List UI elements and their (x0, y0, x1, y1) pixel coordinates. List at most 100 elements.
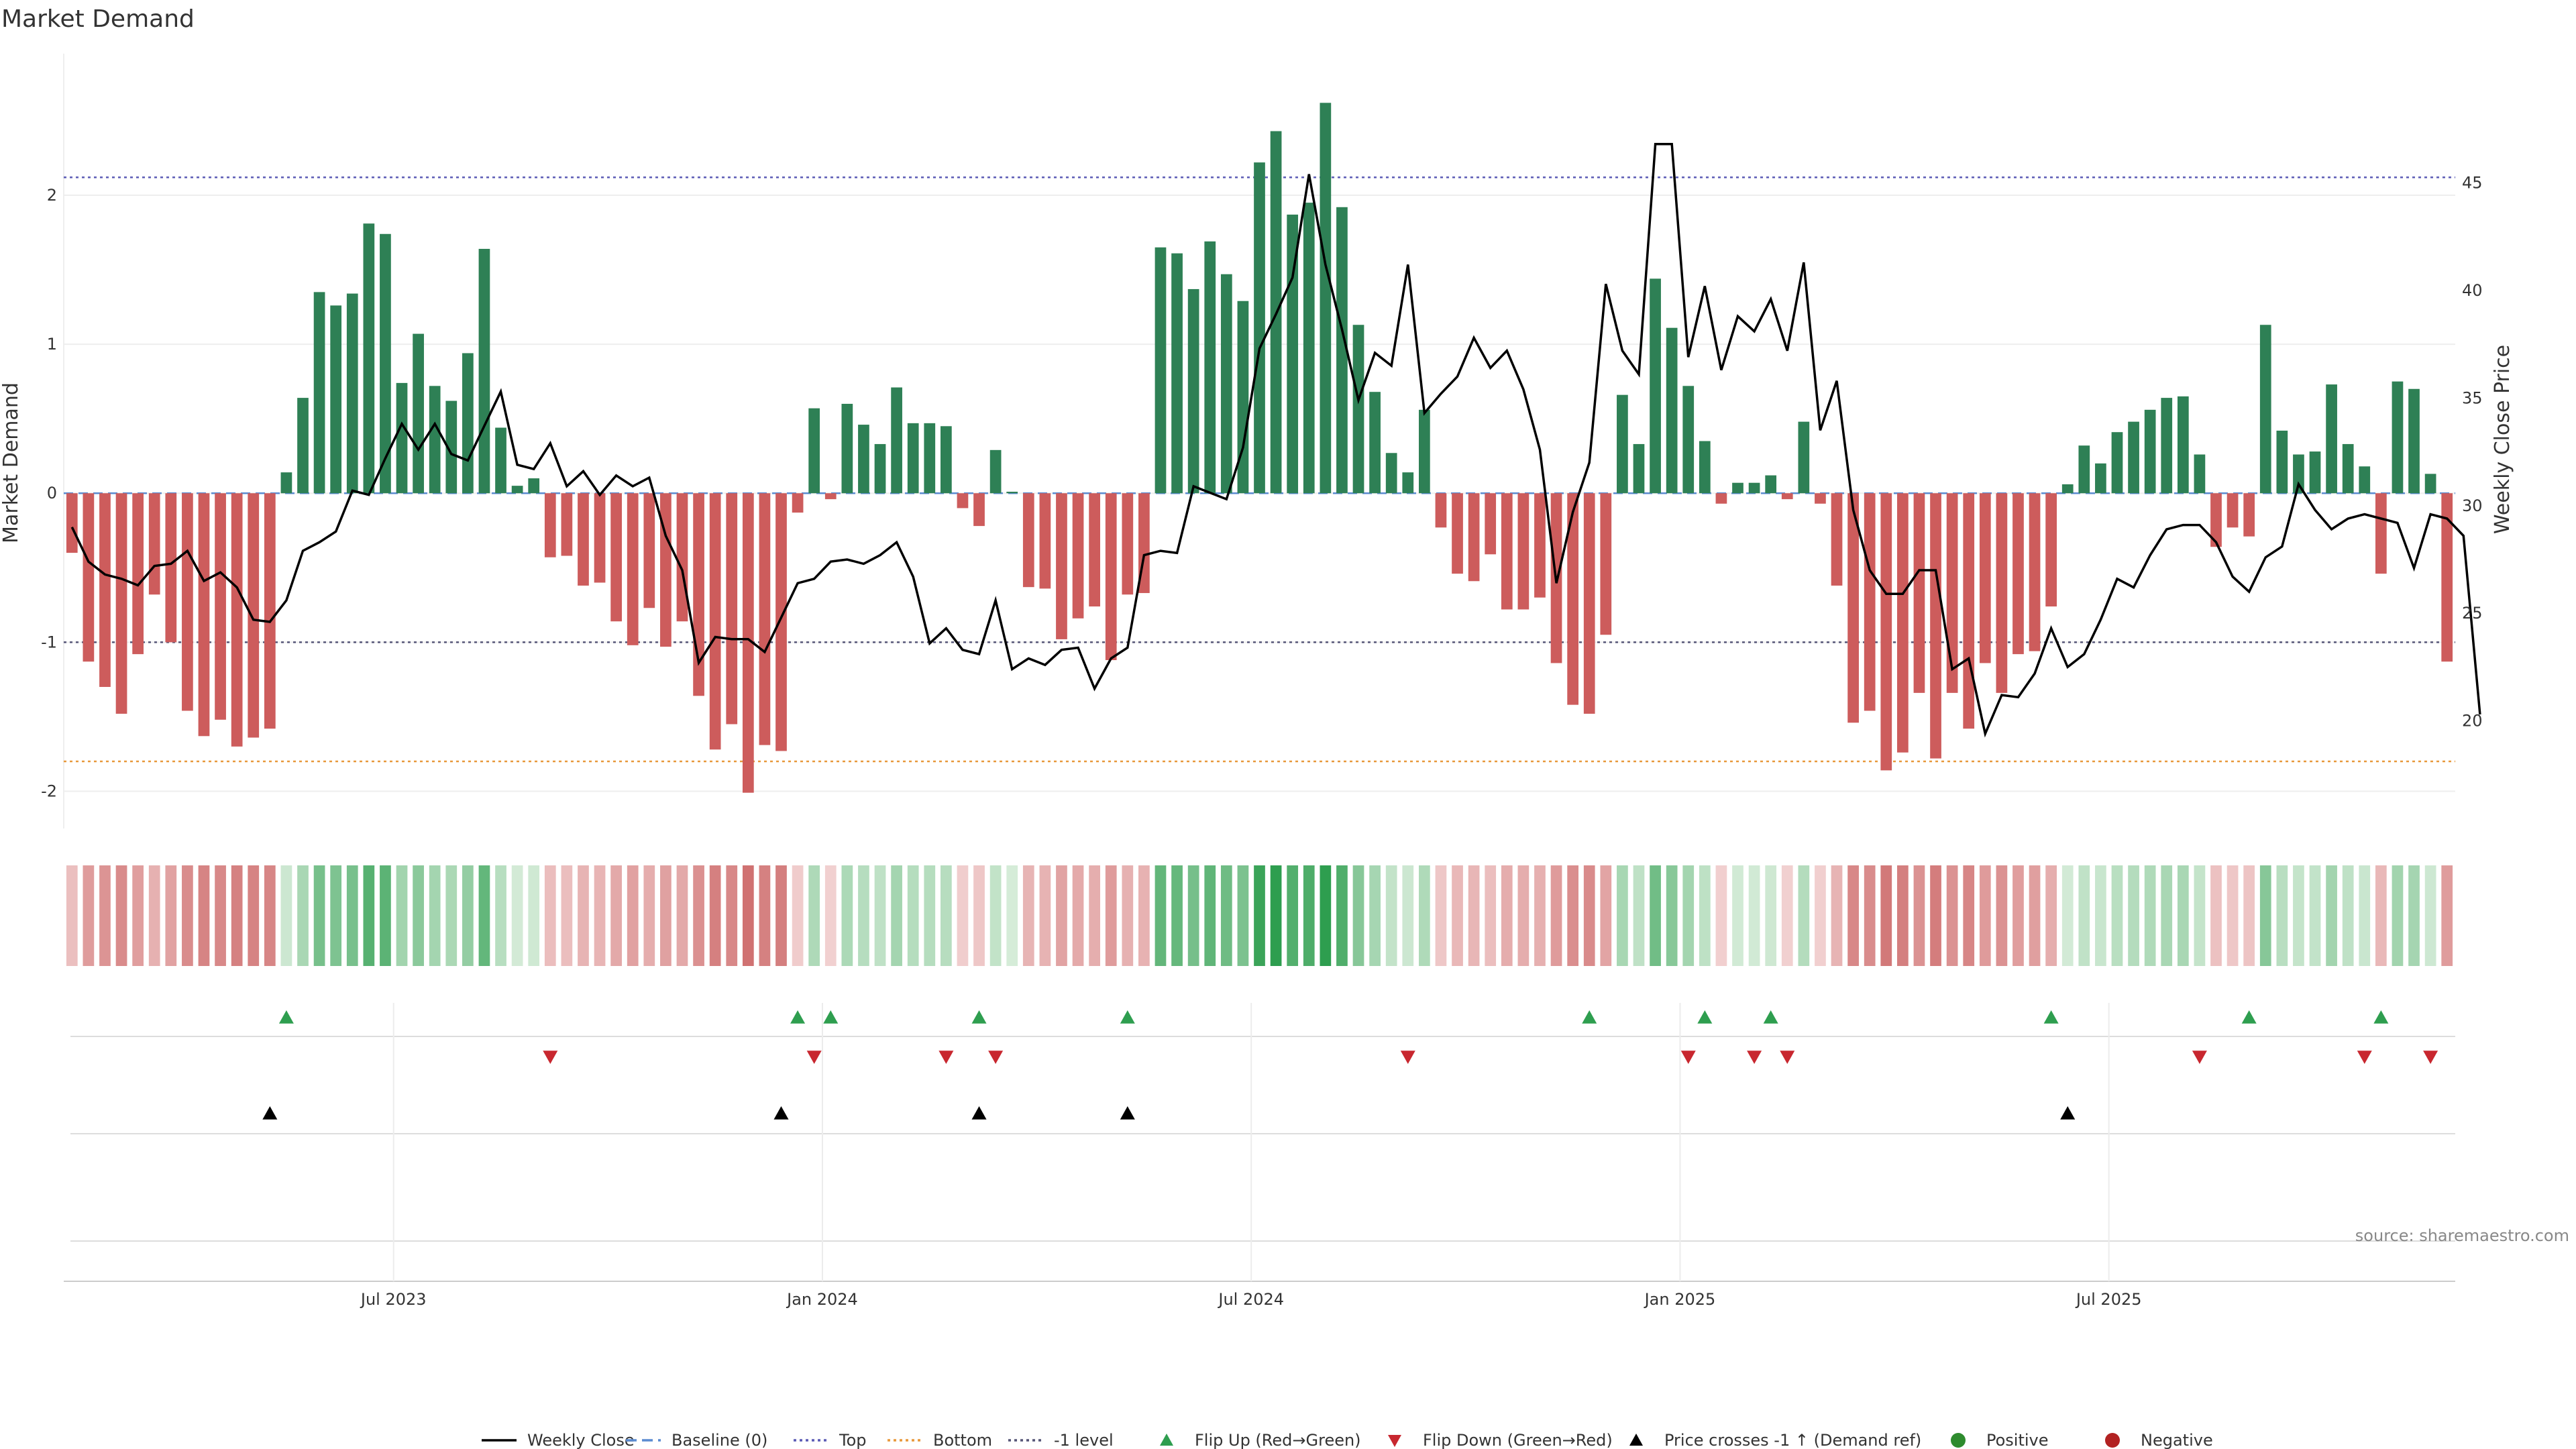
demand-bar (610, 493, 622, 622)
heat-cell (132, 865, 144, 966)
flip-up-marker (1582, 1010, 1597, 1024)
heat-cell (1435, 865, 1447, 966)
demand-bar (1996, 493, 2008, 693)
heat-cell (1501, 865, 1513, 966)
demand-bar (396, 382, 408, 494)
demand-bar (2342, 443, 2354, 494)
right-tick-label: 25 (2462, 604, 2483, 623)
heat-cell (808, 865, 820, 966)
heat-cell (610, 865, 622, 966)
heat-cell (1485, 865, 1497, 966)
heat-cell (1748, 865, 1760, 966)
heat-cell (1468, 865, 1480, 966)
heat-cell (1583, 865, 1595, 966)
demand-bar (1468, 493, 1480, 582)
heat-cell (1072, 865, 1084, 966)
heat-cell (742, 865, 754, 966)
heat-cell (1237, 865, 1249, 966)
heat-cell (198, 865, 210, 966)
demand-bar (1039, 493, 1051, 589)
demand-bar (1056, 493, 1067, 639)
heat-cell (1254, 865, 1265, 966)
demand-bar (462, 353, 474, 494)
demand-bar (2408, 388, 2420, 494)
heat-cell (775, 865, 787, 966)
demand-bar (346, 293, 358, 494)
heat-cell (792, 865, 804, 966)
left-tick-label: 0 (47, 484, 57, 502)
demand-bar (1187, 288, 1199, 494)
demand-bar (1452, 493, 1463, 574)
legend-swatch (1388, 1435, 1401, 1447)
demand-bar (709, 493, 721, 750)
heat-cell (1880, 865, 1892, 966)
demand-bar (989, 449, 1002, 494)
heat-cell (1402, 865, 1414, 966)
demand-bar (1402, 472, 1414, 494)
legend-item: Price crosses -1 ↑ (Demand ref) (1629, 1431, 1921, 1449)
heat-cell (709, 865, 721, 966)
demand-bar (2392, 381, 2404, 494)
demand-bar (874, 443, 886, 494)
heat-cell (1913, 865, 1925, 966)
legend-label: Flip Down (Green→Red) (1423, 1431, 1613, 1449)
demand-bar (1682, 386, 1695, 494)
demand-bar (264, 493, 276, 729)
legend-label: Flip Up (Red→Green) (1195, 1431, 1361, 1449)
demand-bar (907, 423, 919, 494)
legend-label: Top (839, 1431, 867, 1449)
flip-up-marker (2373, 1010, 2389, 1024)
heat-cell (1699, 865, 1711, 966)
heat-cell (759, 865, 771, 966)
demand-bar (380, 233, 391, 494)
demand-bar (2177, 396, 2189, 494)
heat-cell (2078, 865, 2090, 966)
demand-bar (115, 493, 127, 714)
heat-cell (858, 865, 869, 966)
heat-cell (1122, 865, 1134, 966)
heat-cell (578, 865, 589, 966)
heat-cell (248, 865, 260, 966)
heat-cell (1534, 865, 1546, 966)
heat-cell (924, 865, 936, 966)
demand-bar (1435, 493, 1447, 528)
left-tick-label: 2 (47, 186, 57, 205)
legend-item: -1 level (1008, 1431, 1114, 1449)
demand-bar (1089, 493, 1100, 607)
right-tick-label: 20 (2462, 712, 2483, 731)
x-axis-ticks: Jul 2023 Jan 2024 Jul 2024 Jan 2025 Jul 2025 (64, 1003, 2455, 1309)
heat-cell (1204, 865, 1216, 966)
demand-bar (2259, 325, 2271, 494)
heat-cell (1452, 865, 1463, 966)
demand-bar (2326, 384, 2337, 494)
heat-cell (1220, 865, 1232, 966)
demand-bar (148, 493, 160, 595)
heat-cell (148, 865, 160, 966)
heat-cell (2012, 865, 2024, 966)
heat-cell (2177, 865, 2189, 966)
demand-bar (792, 493, 804, 513)
heat-cell (1682, 865, 1695, 966)
heat-cell (676, 865, 688, 966)
heat-cell (1056, 865, 1067, 966)
legend-item: Positive (1951, 1431, 2049, 1449)
demand-bar (2441, 493, 2453, 662)
legend-item: Baseline (0) (626, 1431, 767, 1449)
weekly-close-line (70, 143, 2481, 738)
heat-cell (2095, 865, 2106, 966)
heat-cell (1633, 865, 1645, 966)
demand-bar (957, 493, 969, 508)
demand-bar (528, 478, 540, 494)
demand-bar (742, 493, 754, 793)
flip-up-marker (278, 1010, 294, 1024)
demand-bar (759, 493, 771, 745)
price-cross-marker (773, 1106, 789, 1120)
heat-cell (1517, 865, 1529, 966)
left-axis-label: Market Demand (0, 382, 23, 543)
source-note: source: sharemaestro.com (2355, 1226, 2569, 1245)
heat-cell (1567, 865, 1578, 966)
demand-bar (578, 493, 589, 586)
heat-cell (841, 865, 853, 966)
heat-cell (115, 865, 127, 966)
